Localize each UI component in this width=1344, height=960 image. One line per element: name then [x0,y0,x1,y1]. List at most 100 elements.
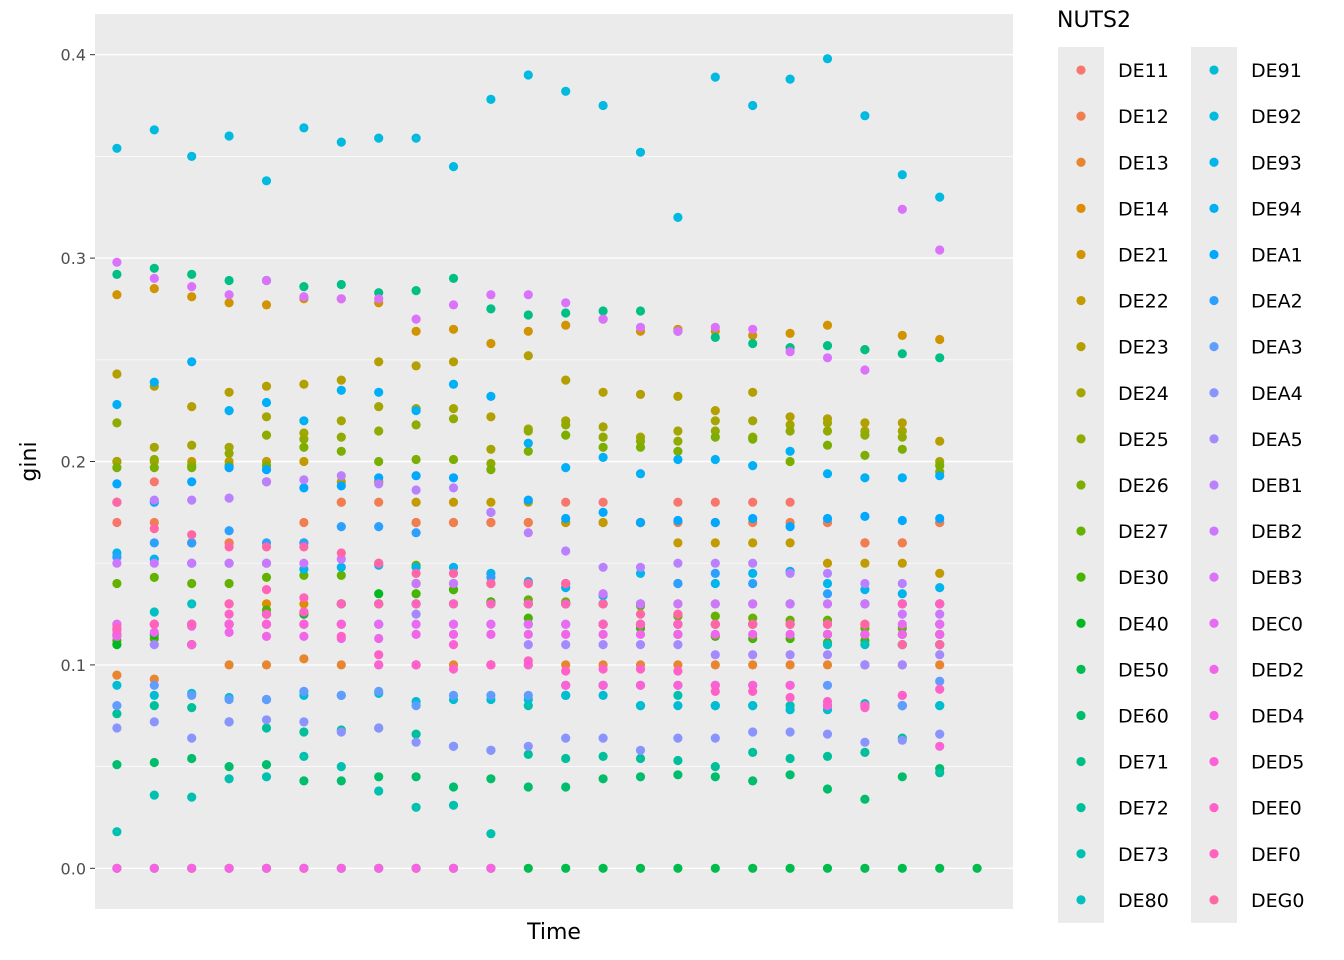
legend-key-de26 [1076,480,1086,490]
data-point-deb1 [336,471,346,481]
legend-label: DE30 [1118,567,1169,589]
data-point-deb1 [411,485,421,495]
data-point-dea3 [336,690,346,701]
data-point-de94 [523,438,533,448]
legend-key-de50 [1076,664,1086,674]
data-point-deg0 [523,578,533,589]
data-point-de50 [785,863,795,873]
data-point-de24 [336,416,346,426]
data-point-de23 [187,402,197,412]
data-point-de21 [822,320,833,330]
data-point-de11 [785,497,795,507]
data-point-de72 [261,723,272,733]
data-point-de94 [673,454,683,465]
data-point-dea4 [261,715,272,725]
data-point-de22 [748,538,758,548]
data-point-de24 [598,422,608,432]
data-point-de22 [411,497,421,507]
data-point-deb2 [860,599,870,609]
data-point-de71 [187,269,197,279]
data-point-dea4 [448,741,459,751]
data-point-de24 [822,418,833,428]
data-point-de22 [822,558,833,568]
data-point-de11 [112,517,122,528]
data-point-de25 [224,448,234,458]
data-point-dea4 [299,717,309,727]
legend-label: DE21 [1118,244,1169,266]
data-point-dea3 [822,680,833,690]
data-point-dea5 [598,640,608,650]
data-point-de26 [187,463,197,473]
data-point-de13 [822,660,833,670]
data-point-def0 [336,599,346,609]
data-point-ded2 [897,629,907,640]
legend: NUTS2 DE11 DE12 DE13 DE14 DE21 DE22 DE23 DE24 DE… [1057,8,1304,923]
data-point-de72 [598,751,608,762]
data-point-de91 [673,701,683,711]
legend-label: DEA3 [1251,337,1303,359]
data-point-deb1 [860,578,870,589]
data-point-dea3 [448,690,459,701]
data-point-dea5 [935,650,945,660]
data-point-de11 [673,497,683,507]
data-point-dea4 [935,729,945,739]
data-point-ded4 [224,863,234,873]
data-point-dea1 [261,465,272,475]
data-point-def0 [224,599,234,609]
data-point-dee0 [336,631,346,642]
data-point-de60 [336,776,346,786]
data-point-ded4 [374,863,384,873]
data-point-de23 [897,418,907,428]
legend-key-deb2 [1209,526,1219,536]
data-point-de50 [635,863,646,873]
data-point-dea2 [374,522,384,532]
data-point-dea5 [748,650,758,660]
legend-label: DEA4 [1251,383,1303,405]
data-point-deg0 [748,619,758,629]
data-point-def0 [486,599,496,609]
data-point-deb2 [785,599,795,609]
data-point-de11 [710,497,720,507]
data-point-deg0 [785,619,795,629]
data-point-dea2 [673,578,683,589]
data-point-de71 [112,269,122,279]
data-point-de23 [673,391,683,401]
data-point-de23 [785,412,795,422]
data-point-dea3 [486,690,496,701]
data-point-de25 [822,426,833,436]
data-point-de25 [598,432,608,442]
data-point-de21 [486,338,496,349]
legend-label: DEE0 [1251,798,1302,820]
legend-key-dea2 [1209,295,1219,306]
data-point-dec0 [561,619,571,629]
data-point-de60 [710,772,720,782]
data-point-de12 [486,517,496,528]
data-point-de60 [261,760,272,770]
data-point-dea4 [224,717,234,727]
data-point-dec0 [448,619,459,629]
data-point-de21 [935,334,945,345]
legend-key-dea4 [1209,388,1219,398]
data-point-de91 [935,701,945,711]
legend-label: DE72 [1118,798,1169,820]
legend-label: DEF0 [1251,844,1301,866]
legend-key-dea1 [1209,249,1219,260]
data-point-de94 [785,446,795,456]
data-point-de23 [336,375,346,385]
legend-label: DED4 [1251,705,1304,727]
data-point-de25 [112,418,122,428]
legend-key-de40 [1076,618,1086,628]
data-points [112,54,982,873]
data-point-deb2 [448,578,459,589]
y-axis-title: gini [17,441,42,481]
data-point-dea4 [673,733,683,743]
data-point-deb1 [561,546,571,556]
legend-label: DE12 [1118,106,1169,128]
data-point-ded2 [411,629,421,640]
data-point-de73 [224,774,234,784]
data-point-dea1 [224,463,234,473]
data-point-deg0 [561,578,571,589]
data-point-de60 [785,770,795,780]
data-point-deb1 [673,558,683,568]
data-point-de94 [822,469,833,479]
